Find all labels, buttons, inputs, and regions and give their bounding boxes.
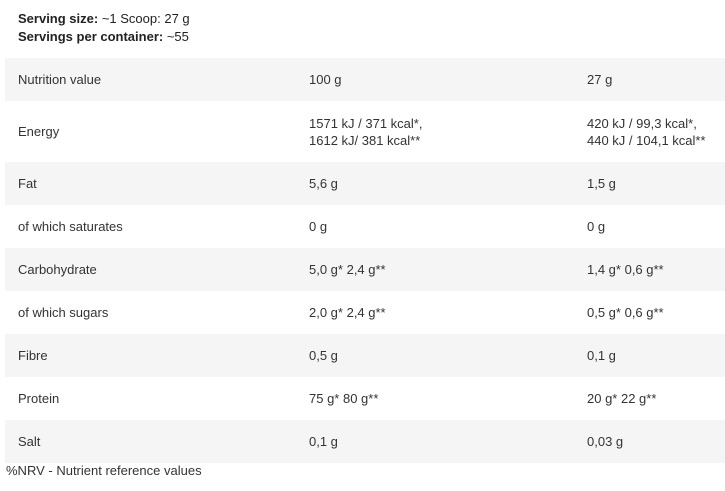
table-row: Energy 1571 kJ / 371 kcal*, 1612 kJ/ 381 … [5, 101, 725, 162]
value-per-serving: 0,03 g [587, 434, 624, 449]
table-row: Carbohydrate 5,0 g* 2,4 g** 1,4 g* 0,6 g… [5, 248, 725, 291]
value-per-100g: 0,5 g [309, 348, 338, 363]
value-per-serving: 0,1 g [587, 348, 616, 363]
value-per-serving: 0 g [587, 219, 606, 234]
value-per-100g: 75 g* 80 g** [309, 391, 379, 406]
serving-size: Serving size: ~1 Scoop: 27 g [18, 11, 190, 26]
nutrient-name: Carbohydrate [18, 262, 97, 277]
table-row: Fat 5,6 g 1,5 g [5, 162, 725, 205]
value-per-100g: 0 g [309, 219, 328, 234]
nutrient-name: Energy [18, 124, 60, 139]
table-row: of which sugars 2,0 g* 2,4 g** 0,5 g* 0,… [5, 291, 725, 334]
table-row: of which saturates 0 g 0 g [5, 205, 725, 248]
serving-info: Serving size: ~1 Scoop: 27 g Servings pe… [18, 10, 190, 46]
value-per-serving: 1,4 g* 0,6 g** [587, 262, 664, 277]
value-per-serving: 20 g* 22 g** [587, 391, 657, 406]
nutrient-name: of which sugars [18, 305, 109, 320]
value-per-100g: 1571 kJ / 371 kcal*, 1612 kJ/ 381 kcal** [309, 115, 423, 148]
table-header-row: Nutrition value 100 g 27 g [5, 58, 725, 101]
header-nutrition-value: Nutrition value [18, 72, 102, 87]
value-per-100g: 0,1 g [309, 434, 338, 449]
servings-per-container: Servings per container: ~55 [18, 29, 189, 44]
table-row: Protein 75 g* 80 g** 20 g* 22 g** [5, 377, 725, 420]
value-per-100g: 2,0 g* 2,4 g** [309, 305, 386, 320]
nutrient-name: Protein [18, 391, 60, 406]
value-per-serving: 420 kJ / 99,3 kcal*, 440 kJ / 104,1 kcal*… [587, 115, 706, 148]
table-row: Salt 0,1 g 0,03 g [5, 420, 725, 463]
value-per-serving: 1,5 g [587, 176, 616, 191]
value-per-100g: 5,6 g [309, 176, 338, 191]
nutrient-name: of which saturates [18, 219, 123, 234]
value-per-serving: 0,5 g* 0,6 g** [587, 305, 664, 320]
nutrient-name: Fat [18, 176, 37, 191]
value-per-100g: 5,0 g* 2,4 g** [309, 262, 386, 277]
nutrient-name: Fibre [18, 348, 48, 363]
footnote: %NRV - Nutrient reference values [6, 463, 202, 478]
table-row: Fibre 0,5 g 0,1 g [5, 334, 725, 377]
nutrient-name: Salt [18, 434, 41, 449]
header-per-100g: 100 g [309, 72, 342, 87]
nutrition-table: Nutrition value 100 g 27 g Energy 1571 k… [5, 58, 725, 463]
header-per-serving: 27 g [587, 72, 613, 87]
